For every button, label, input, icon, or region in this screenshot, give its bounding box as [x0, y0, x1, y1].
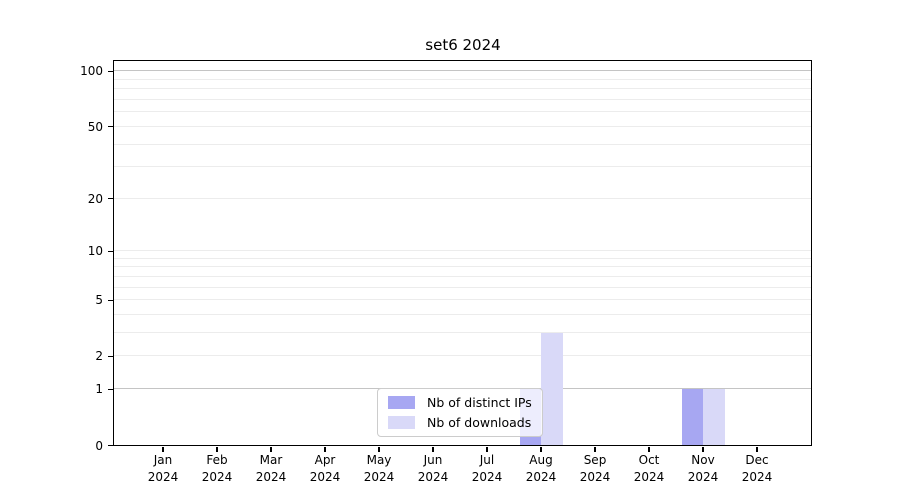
plot-area: Nb of distinct IPs Nb of downloads: [113, 60, 812, 446]
x-tick-year: 2024: [471, 470, 503, 484]
x-tick-month: May: [366, 453, 392, 467]
y-tick-label: 5: [95, 293, 103, 308]
x-tick-mark: [702, 447, 704, 452]
x-tick-label: Jul 2024: [457, 452, 517, 486]
x-tick-month: Sep: [583, 453, 607, 467]
x-tick-month: Aug: [529, 453, 553, 467]
x-tick-label: Apr 2024: [295, 452, 355, 486]
gridline-minor: [114, 111, 811, 113]
bar-downloads: [702, 388, 725, 445]
y-tick-mark: [108, 198, 113, 200]
legend-swatch-downloads: [388, 416, 415, 429]
x-tick-year: 2024: [201, 470, 233, 484]
x-tick-year: 2024: [687, 470, 719, 484]
y-tick-label: 2: [95, 349, 103, 364]
gridline-minor: [114, 286, 811, 288]
x-tick-month: Jul: [479, 453, 495, 467]
x-tick-label: May 2024: [349, 452, 409, 486]
x-tick-month: Feb: [206, 453, 228, 467]
x-tick-mark: [378, 447, 380, 452]
gridline-minor: [114, 332, 811, 334]
x-tick-month: Oct: [638, 453, 660, 467]
x-tick-mark: [540, 447, 542, 452]
y-tick-mark: [108, 355, 113, 358]
x-tick-year: 2024: [741, 470, 773, 484]
x-tick-label: Mar 2024: [241, 452, 301, 486]
x-tick-month: Mar: [259, 453, 283, 467]
bar-distinct-ips: [681, 388, 703, 445]
x-tick-month: Nov: [691, 453, 715, 467]
x-tick-mark: [162, 447, 164, 452]
y-tick-label: 0: [95, 438, 103, 453]
x-tick-label: Jun 2024: [403, 452, 463, 486]
x-tick-month: Dec: [745, 453, 769, 467]
x-tick-label: Oct 2024: [619, 452, 679, 486]
y-tick-label: 20: [87, 191, 103, 206]
x-tick-mark: [756, 447, 758, 452]
gridline-major: [114, 70, 811, 72]
bar-downloads: [540, 332, 563, 445]
x-tick-year: 2024: [633, 470, 665, 484]
legend-swatch-distinct-ips: [388, 396, 415, 409]
x-tick-label: Feb 2024: [187, 452, 247, 486]
x-tick-year: 2024: [363, 470, 395, 484]
x-tick-mark: [270, 447, 272, 452]
x-tick-label: Dec 2024: [727, 452, 787, 486]
y-tick-label: 10: [87, 244, 103, 259]
legend-label-distinct-ips: Nb of distinct IPs: [427, 395, 532, 410]
gridline-minor: [114, 197, 811, 199]
y-tick-mark: [108, 444, 113, 447]
y-tick-mark: [108, 250, 113, 252]
y-tick-mark: [108, 70, 113, 73]
gridline-minor: [114, 299, 811, 301]
x-tick-mark: [486, 447, 488, 452]
chart-title: set6 2024: [425, 36, 501, 54]
x-tick-mark: [432, 447, 434, 452]
gridline-minor: [114, 314, 811, 316]
gridline-minor: [114, 250, 811, 252]
x-tick-year: 2024: [525, 470, 557, 484]
x-tick-label: Jan 2024: [133, 452, 193, 486]
y-tick-mark: [108, 299, 113, 301]
y-tick-label: 100: [80, 64, 103, 79]
y-tick-mark: [108, 388, 113, 390]
gridline-minor: [114, 266, 811, 268]
y-tick-label: 50: [87, 119, 103, 134]
legend-label-downloads: Nb of downloads: [427, 415, 532, 430]
legend: Nb of distinct IPs Nb of downloads: [377, 388, 543, 437]
x-tick-month: Apr: [314, 453, 336, 467]
x-tick-year: 2024: [417, 470, 449, 484]
x-tick-label: Sep 2024: [565, 452, 625, 486]
y-tick-mark: [108, 126, 113, 128]
x-tick-year: 2024: [309, 470, 341, 484]
x-tick-year: 2024: [147, 470, 179, 484]
gridline-minor: [114, 88, 811, 90]
x-tick-mark: [594, 447, 596, 452]
x-tick-label: Nov 2024: [673, 452, 733, 486]
gridline-minor: [114, 355, 811, 357]
gridline-minor: [114, 143, 811, 145]
x-tick-year: 2024: [579, 470, 611, 484]
x-tick-label: Aug 2024: [511, 452, 571, 486]
gridline-minor: [114, 166, 811, 168]
gridline-minor: [114, 99, 811, 101]
gridline-minor: [114, 257, 811, 259]
legend-item-downloads: Nb of downloads: [388, 415, 532, 430]
gridline-minor: [114, 78, 811, 80]
legend-item-distinct-ips: Nb of distinct IPs: [388, 395, 532, 410]
x-tick-month: Jun: [423, 453, 443, 467]
y-tick-label: 1: [95, 382, 103, 397]
x-tick-mark: [648, 447, 650, 452]
x-tick-year: 2024: [255, 470, 287, 484]
x-tick-mark: [216, 447, 218, 452]
x-tick-month: Jan: [153, 453, 173, 467]
gridline-minor: [114, 275, 811, 277]
x-tick-mark: [324, 447, 326, 452]
gridline-minor: [114, 125, 811, 127]
